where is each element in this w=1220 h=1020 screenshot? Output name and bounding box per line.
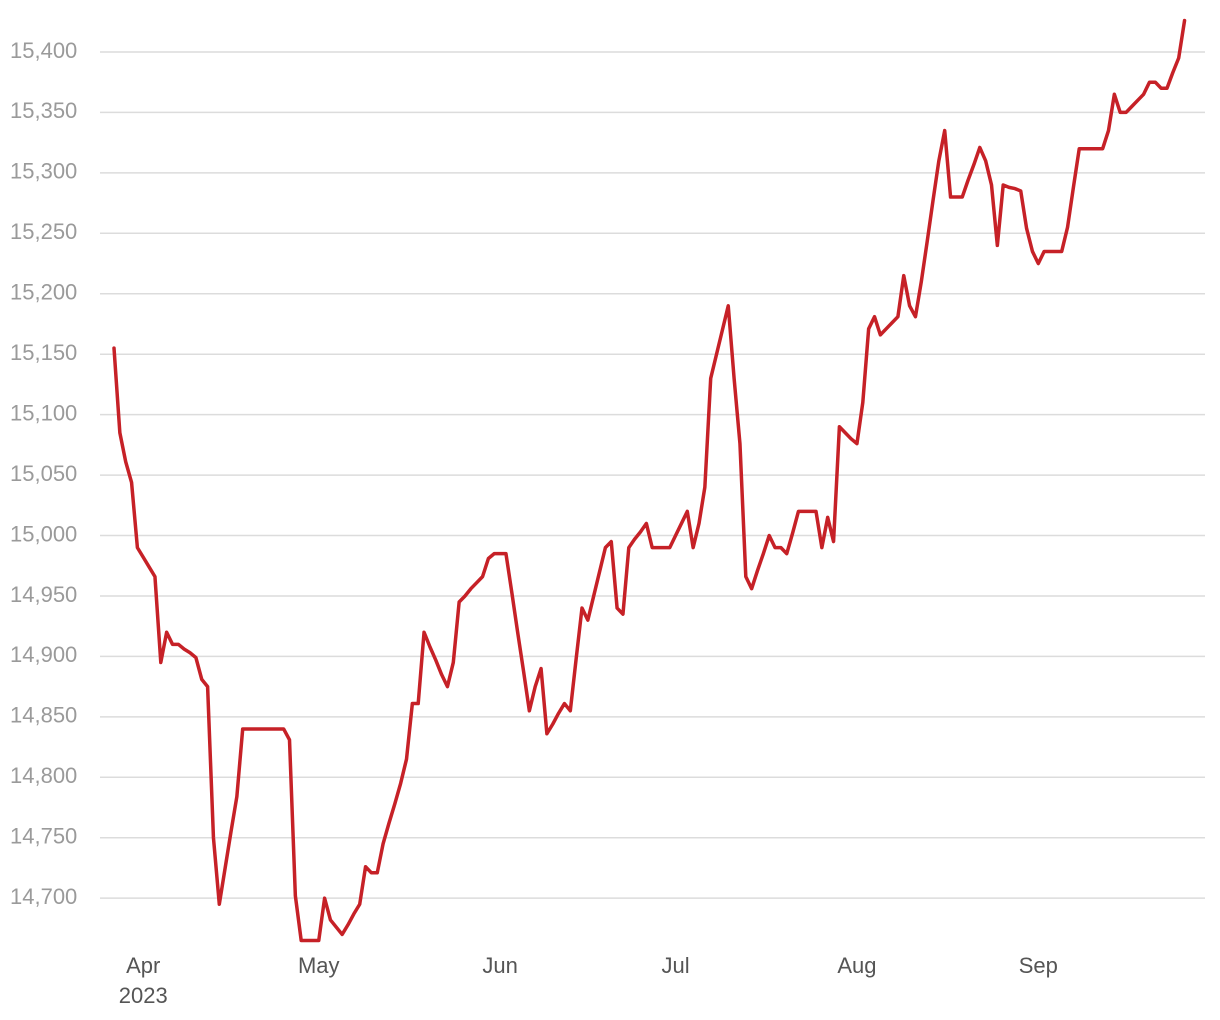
x-tick-label: Sep bbox=[1019, 953, 1058, 978]
y-tick-label: 14,800 bbox=[10, 763, 77, 788]
y-tick-label: 14,750 bbox=[10, 824, 77, 849]
y-tick-label: 14,700 bbox=[10, 884, 77, 909]
x-year-label: 2023 bbox=[119, 983, 168, 1008]
y-tick-label: 15,200 bbox=[10, 280, 77, 305]
x-tick-label: Jun bbox=[482, 953, 517, 978]
x-tick-label: Jul bbox=[662, 953, 690, 978]
y-tick-label: 15,000 bbox=[10, 521, 77, 546]
x-tick-label: Aug bbox=[837, 953, 876, 978]
y-tick-label: 15,100 bbox=[10, 400, 77, 425]
y-tick-label: 15,350 bbox=[10, 98, 77, 123]
y-tick-label: 14,950 bbox=[10, 582, 77, 607]
data-line bbox=[112, 18, 1187, 943]
y-tick-label: 14,850 bbox=[10, 703, 77, 728]
y-tick-label: 15,050 bbox=[10, 461, 77, 486]
y-tick-label: 14,900 bbox=[10, 642, 77, 667]
x-tick-label: Apr bbox=[126, 953, 160, 978]
y-tick-label: 15,300 bbox=[10, 159, 77, 184]
x-tick-label: May bbox=[298, 953, 340, 978]
y-tick-label: 15,150 bbox=[10, 340, 77, 365]
y-tick-label: 15,400 bbox=[10, 38, 77, 63]
y-tick-label: 15,250 bbox=[10, 219, 77, 244]
